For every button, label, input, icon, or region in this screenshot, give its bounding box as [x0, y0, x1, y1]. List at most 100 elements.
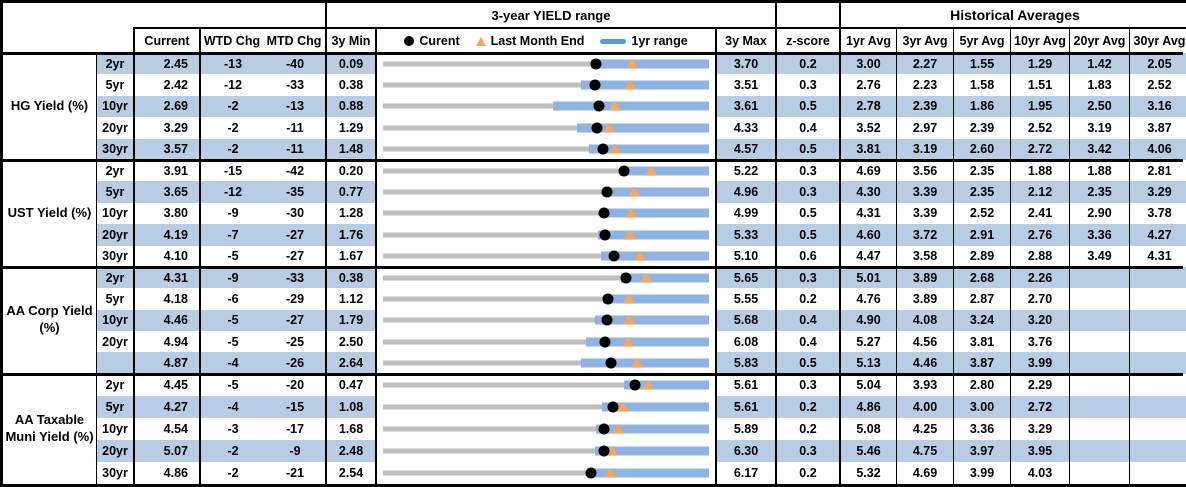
last-month-triangle-icon	[475, 36, 486, 46]
1yr-range-bar	[581, 358, 709, 368]
zscore-header-spacer	[775, 3, 839, 27]
last-month-end-marker	[609, 143, 622, 154]
avg-cell: 1.42	[1069, 53, 1129, 75]
avg-cell: 3.29	[1010, 417, 1069, 440]
tenor-cell: 10yr	[96, 309, 133, 332]
3y-range-track	[383, 146, 709, 152]
3y-min-column-header: 3y Min	[325, 27, 375, 53]
avg-cell: 2.41	[1010, 202, 1069, 225]
1yr-range-bar	[597, 230, 709, 240]
avg-cell: 3.99	[1010, 352, 1069, 374]
avg-cell: 4.47	[839, 245, 896, 267]
current-value-cell: 4.31	[133, 266, 199, 289]
current-value-cell: 3.80	[133, 202, 199, 225]
yield-range-chart	[375, 245, 715, 267]
tenor-cell: 10yr	[96, 202, 133, 225]
avg-cell: 1.88	[1069, 159, 1129, 182]
last-month-end-marker	[628, 186, 641, 197]
wtd-chg-cell: -2	[199, 461, 265, 484]
legend-current-label: Curent	[419, 34, 460, 48]
3y-min-cell: 1.12	[325, 288, 375, 310]
avg-cell	[1129, 309, 1186, 332]
wtd-chg-cell: -2	[199, 138, 265, 160]
avg-cell	[1069, 331, 1129, 353]
avg-cell: 2.26	[1010, 266, 1069, 289]
avg-cell: 3.49	[1069, 245, 1129, 267]
current-marker	[608, 250, 620, 262]
group-separator-line	[3, 373, 1183, 376]
zscore-cell: 0.2	[775, 288, 839, 310]
avg-cell: 3.76	[1010, 331, 1069, 353]
yield-range-chart	[375, 53, 715, 75]
mtd-chg-cell: -26	[265, 352, 325, 374]
avg-cell: 1.95	[1010, 95, 1069, 118]
group-label: AA Corp Yield (%)	[3, 266, 96, 374]
mtd-chg-cell: -21	[265, 461, 325, 484]
3y-min-cell: 0.47	[325, 373, 375, 396]
avg-cell: 3.89	[896, 288, 953, 310]
current-marker	[629, 379, 641, 391]
tenor-cell: 20yr	[96, 224, 133, 246]
current-value-cell: 4.45	[133, 373, 199, 396]
last-month-end-marker	[623, 293, 636, 304]
wtd-chg-cell: -2	[199, 95, 265, 118]
avg-cell: 2.81	[1129, 159, 1186, 182]
3y-max-cell: 5.10	[715, 245, 775, 267]
avg-cell: 4.69	[839, 159, 896, 182]
current-marker	[602, 293, 614, 305]
wtd-chg-cell: -5	[199, 331, 265, 353]
avg-cell: 4.46	[896, 352, 953, 374]
3y-max-cell: 4.57	[715, 138, 775, 160]
last-month-end-marker	[623, 229, 636, 240]
avg-cell: 2.90	[1069, 202, 1129, 225]
1yr-range-bar	[580, 80, 709, 90]
last-month-end-marker	[617, 401, 630, 412]
avg-cell: 4.90	[839, 309, 896, 332]
zscore-cell: 0.5	[775, 352, 839, 374]
3y-range-track	[383, 426, 709, 432]
avg-cell: 3.19	[896, 138, 953, 160]
avg-cell: 3.89	[896, 266, 953, 289]
wtd-chg-cell: -5	[199, 373, 265, 396]
current-dot-icon	[404, 36, 415, 46]
avg-cell: 4.75	[896, 439, 953, 462]
yield-range-chart	[375, 181, 715, 203]
mtd-chg-cell: -13	[265, 95, 325, 118]
avg-cell: 2.72	[1010, 395, 1069, 418]
avg-cell: 4.69	[896, 461, 953, 484]
zscore-cell: 0.3	[775, 373, 839, 396]
tenor-cell	[96, 352, 133, 374]
3y-max-cell: 4.96	[715, 181, 775, 203]
yield-range-chart	[375, 202, 715, 225]
avg-cell: 2.60	[953, 138, 1010, 160]
1yr-range-bar	[605, 187, 709, 197]
avg-cell	[1069, 395, 1129, 418]
current-marker	[591, 122, 603, 134]
current-value-cell: 3.65	[133, 181, 199, 203]
avg-column-header: 3yr Avg	[896, 27, 953, 53]
group-label: HG Yield (%)	[3, 53, 96, 160]
mtd-chg-cell: -30	[265, 202, 325, 225]
3y-max-cell: 6.30	[715, 439, 775, 462]
1yr-range-bar	[623, 380, 709, 390]
tenor-cell: 30yr	[96, 138, 133, 160]
avg-cell: 5.04	[839, 373, 896, 396]
avg-cell: 3.42	[1069, 138, 1129, 160]
avg-cell: 3.19	[1069, 117, 1129, 139]
chart-legend: Curent Last Month End 1yr range	[375, 27, 715, 53]
3y-min-cell: 1.79	[325, 309, 375, 332]
zscore-column-header: z-score	[775, 27, 839, 53]
current-value-cell: 4.27	[133, 395, 199, 418]
historical-averages-title: Historical Averages	[839, 3, 1186, 27]
current-value-cell: 3.29	[133, 117, 199, 139]
zscore-cell: 0.5	[775, 224, 839, 246]
current-value-cell: 2.45	[133, 53, 199, 75]
avg-cell: 3.36	[953, 417, 1010, 440]
avg-cell: 3.00	[953, 395, 1010, 418]
avg-column-header: 10yr Avg	[1010, 27, 1069, 53]
avg-cell: 1.88	[1010, 159, 1069, 182]
3y-max-cell: 3.70	[715, 53, 775, 75]
avg-cell: 1.86	[953, 95, 1010, 118]
yield-range-chart	[375, 224, 715, 246]
